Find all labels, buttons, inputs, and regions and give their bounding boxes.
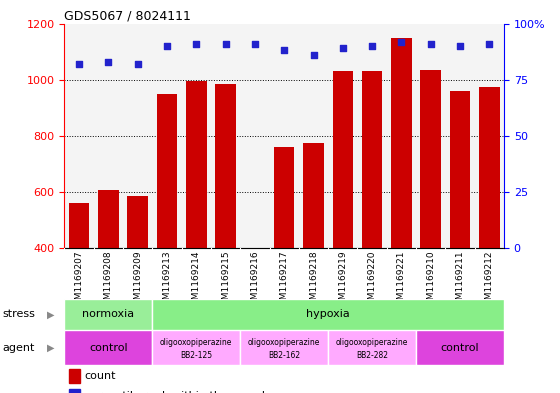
Bar xyxy=(391,38,412,360)
Bar xyxy=(269,24,299,248)
Text: hypoxia: hypoxia xyxy=(306,309,350,320)
Bar xyxy=(416,330,504,365)
Bar xyxy=(94,24,123,248)
Bar xyxy=(357,24,387,248)
Bar xyxy=(64,24,94,248)
Text: GSM1169209: GSM1169209 xyxy=(133,250,142,311)
Bar xyxy=(64,330,152,365)
Text: GSM1169208: GSM1169208 xyxy=(104,250,113,311)
Point xyxy=(133,61,142,67)
Point xyxy=(485,40,494,47)
Text: GSM1169210: GSM1169210 xyxy=(426,250,435,311)
Bar xyxy=(450,91,470,360)
Bar xyxy=(333,71,353,360)
Text: GSM1169211: GSM1169211 xyxy=(455,250,465,311)
Bar xyxy=(216,84,236,360)
Bar xyxy=(69,369,80,383)
Bar xyxy=(328,24,357,248)
Bar xyxy=(421,70,441,360)
Point xyxy=(456,43,465,49)
Point xyxy=(309,52,318,58)
Bar xyxy=(445,24,475,248)
Bar xyxy=(181,24,211,248)
Bar xyxy=(304,143,324,360)
Point xyxy=(74,61,83,67)
Text: GSM1169213: GSM1169213 xyxy=(162,250,171,311)
Point xyxy=(367,43,376,49)
Text: percentile rank within the sample: percentile rank within the sample xyxy=(84,391,272,393)
Text: oligooxopiperazine: oligooxopiperazine xyxy=(160,338,232,347)
Bar xyxy=(69,389,80,393)
Bar xyxy=(152,330,240,365)
Bar xyxy=(186,81,207,360)
Text: agent: agent xyxy=(3,343,35,353)
Bar xyxy=(64,299,152,330)
Text: normoxia: normoxia xyxy=(82,309,134,320)
Text: GSM1169207: GSM1169207 xyxy=(74,250,83,311)
Point xyxy=(426,40,435,47)
Bar xyxy=(128,196,148,360)
Bar xyxy=(245,248,265,360)
Text: control: control xyxy=(89,343,128,353)
Bar xyxy=(240,330,328,365)
Point xyxy=(104,59,113,65)
Text: BB2-162: BB2-162 xyxy=(268,351,300,360)
Point xyxy=(162,43,171,49)
Bar xyxy=(98,190,119,360)
Text: GSM1169212: GSM1169212 xyxy=(485,250,494,310)
Text: GSM1169219: GSM1169219 xyxy=(338,250,347,311)
Text: control: control xyxy=(441,343,479,353)
Bar xyxy=(240,24,269,248)
Bar xyxy=(387,24,416,248)
Bar xyxy=(328,330,416,365)
Text: count: count xyxy=(84,371,116,381)
Bar xyxy=(211,24,240,248)
Text: GDS5067 / 8024111: GDS5067 / 8024111 xyxy=(64,9,192,22)
Text: ▶: ▶ xyxy=(46,309,54,320)
Text: GSM1169216: GSM1169216 xyxy=(250,250,259,311)
Point xyxy=(397,39,406,45)
Point xyxy=(221,40,230,47)
Bar xyxy=(416,24,445,248)
Text: BB2-125: BB2-125 xyxy=(180,351,212,360)
Text: GSM1169215: GSM1169215 xyxy=(221,250,230,311)
Point xyxy=(338,45,347,51)
Point xyxy=(192,40,201,47)
Text: stress: stress xyxy=(3,309,36,320)
Bar xyxy=(123,24,152,248)
Bar xyxy=(475,24,504,248)
Bar xyxy=(299,24,328,248)
Bar xyxy=(157,94,177,360)
Text: GSM1169220: GSM1169220 xyxy=(367,250,377,310)
Bar xyxy=(152,24,181,248)
Bar xyxy=(152,299,504,330)
Bar xyxy=(274,147,295,360)
Bar xyxy=(479,86,500,360)
Text: GSM1169221: GSM1169221 xyxy=(397,250,406,310)
Text: oligooxopiperazine: oligooxopiperazine xyxy=(336,338,408,347)
Text: oligooxopiperazine: oligooxopiperazine xyxy=(248,338,320,347)
Text: BB2-282: BB2-282 xyxy=(356,351,388,360)
Point xyxy=(250,40,259,47)
Text: GSM1169214: GSM1169214 xyxy=(192,250,201,310)
Bar xyxy=(69,203,89,360)
Text: ▶: ▶ xyxy=(46,343,54,353)
Point xyxy=(280,47,289,53)
Text: GSM1169217: GSM1169217 xyxy=(279,250,289,311)
Text: GSM1169218: GSM1169218 xyxy=(309,250,318,311)
Bar xyxy=(362,71,382,360)
